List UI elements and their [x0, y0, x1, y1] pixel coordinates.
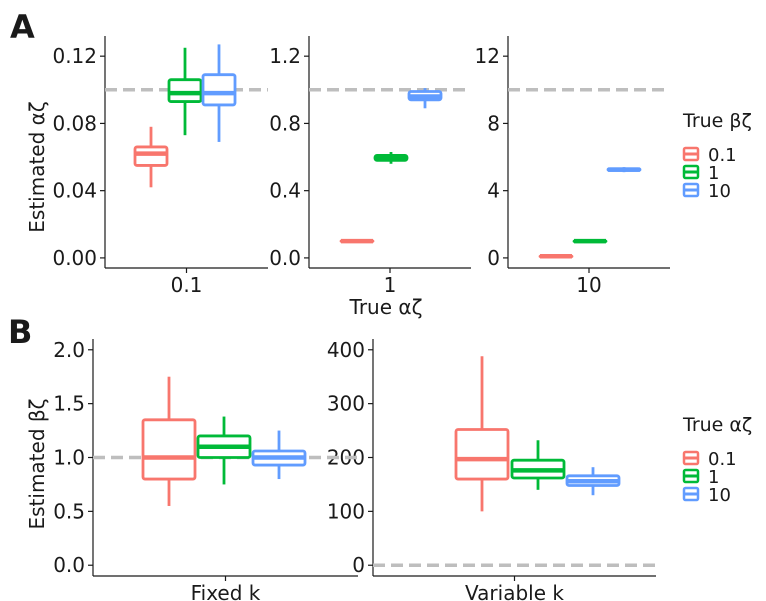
panel-b-y-axis-title: Estimated βζ [25, 398, 49, 529]
box-iqr [201, 73, 237, 107]
facet-2-y-tick-label: 0 [487, 246, 500, 270]
facet-4-box-0_1 [454, 356, 510, 512]
box-iqr [133, 145, 169, 167]
facet-4-y-tick-label: 300 [327, 392, 365, 416]
panel-a-x-axis-title: True αζ [349, 295, 423, 319]
facet-3-plot [93, 376, 358, 506]
facet-2-box-10 [606, 167, 642, 173]
legend-b-key-1: 1 [682, 467, 719, 488]
facet-3-y-tick-label: 0.5 [53, 499, 85, 523]
facet-2-y-tick-label: 12 [475, 44, 500, 68]
legend-b-title: True αζ [682, 414, 752, 436]
legend-b-key-label: 0.1 [708, 449, 737, 470]
facet-3-x-tick-label: Fixed k [191, 581, 261, 601]
facet-2-plot [508, 88, 670, 259]
facet-4-plot [373, 356, 656, 567]
legend-b-key-10: 10 [682, 485, 731, 506]
facet-3-y-tick-label: 2.0 [53, 338, 85, 362]
facet-0-plot [105, 44, 268, 188]
facet-2-y-tick-label: 4 [487, 179, 500, 203]
box-iqr [167, 78, 203, 103]
facet-2-y-tick-label: 8 [487, 111, 500, 135]
panel-a-y-axis-title: Estimated αζ [25, 101, 49, 232]
facet-1-y-tick-label: 0.0 [269, 246, 301, 270]
facet-3-box-0_1 [141, 376, 197, 506]
facet-4-box-1 [510, 440, 566, 490]
facet-2-box-1 [572, 238, 608, 244]
panel-label-b: B [8, 313, 32, 351]
legend-a-key-label: 1 [708, 163, 719, 184]
legend-a-title: True βζ [682, 110, 752, 132]
facet-0-box-0_1 [133, 126, 169, 188]
legend-a-key-1: 1 [682, 163, 719, 184]
facet-2-box-0_1 [538, 253, 574, 259]
facet-4-y-tick-label: 400 [327, 338, 365, 362]
legend-a-key-10: 10 [682, 181, 731, 202]
facet-3-y-tick-label: 1.5 [53, 392, 85, 416]
facet-4-x-tick-label: Variable k [465, 581, 564, 601]
facet-3-y-tick-label: 0.0 [53, 553, 85, 577]
facet-3-box-1 [196, 416, 252, 485]
facet-4-y-tick-label: 100 [327, 499, 365, 523]
legend-b-key-label: 10 [708, 485, 731, 506]
facet-1-x-tick-label: 1 [384, 273, 397, 297]
facet-1-box-10 [407, 88, 443, 109]
facet-4-box-10 [565, 467, 621, 496]
facet-1-y-tick-label: 1.2 [269, 44, 301, 68]
facet-0-y-tick-label: 0.00 [52, 246, 97, 270]
facet-0-box-1 [167, 47, 203, 136]
facet-1-y-tick-label: 0.8 [269, 111, 301, 135]
box-iqr [141, 418, 197, 481]
facet-1-y-tick-label: 0.4 [269, 179, 301, 203]
facet-2-x-tick-label: 10 [576, 273, 601, 297]
facet-1-box-1 [373, 152, 409, 164]
legend-b-key-0_1: 0.1 [682, 449, 737, 470]
panel-label-a: A [10, 8, 35, 46]
facet-3-y-tick-label: 1.0 [53, 446, 85, 470]
facet-0-y-tick-label: 0.08 [52, 111, 97, 135]
facet-0-y-tick-label: 0.04 [52, 179, 97, 203]
facet-0-y-tick-label: 0.12 [52, 44, 97, 68]
box-iqr [454, 428, 510, 481]
facet-4-y-tick-label: 0 [352, 553, 365, 577]
facet-0-x-tick-label: 0.1 [171, 273, 203, 297]
facet-3-box-10 [251, 430, 307, 480]
legend-b-key-label: 1 [708, 467, 719, 488]
legend-a-key-0_1: 0.1 [682, 145, 737, 166]
facet-1-plot [309, 88, 471, 244]
legend-a-key-label: 0.1 [708, 145, 737, 166]
facet-0-box-10 [201, 44, 237, 142]
facet-1-box-0_1 [339, 238, 375, 244]
legend-a-key-label: 10 [708, 181, 731, 202]
